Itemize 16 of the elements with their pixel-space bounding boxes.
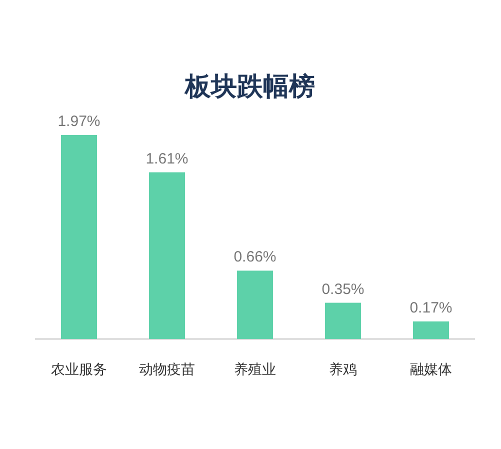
data-label: 1.97%	[58, 113, 100, 130]
bar	[61, 135, 97, 339]
data-label: 0.66%	[234, 248, 276, 266]
bar	[237, 270, 273, 339]
x-tick-label: 融媒体	[410, 361, 452, 377]
x-tick-label: 养殖业	[234, 361, 276, 377]
x-tick-label: 农业服务	[51, 361, 107, 377]
data-label: 1.61%	[146, 150, 188, 168]
chart-title: 板块跌幅榜	[184, 71, 315, 101]
bar	[413, 321, 449, 339]
x-tick-label: 养鸡	[329, 361, 357, 377]
data-label: 0.17%	[410, 299, 452, 316]
bar	[149, 172, 185, 339]
x-tick-label: 动物疫苗	[139, 361, 195, 377]
data-label: 0.35%	[322, 280, 364, 298]
bar	[325, 302, 361, 339]
